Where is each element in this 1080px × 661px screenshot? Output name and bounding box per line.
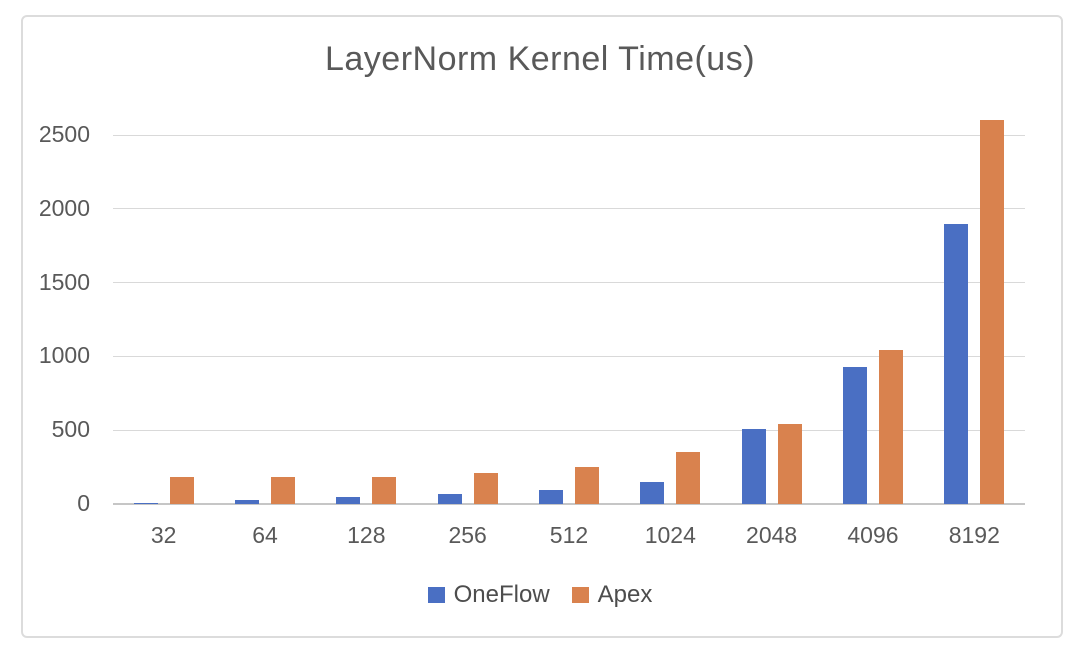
- legend: OneFlow Apex: [0, 581, 1080, 609]
- y-tick-label: 2500: [38, 120, 90, 147]
- x-tick-label: 512: [549, 522, 589, 548]
- bar-oneflow-128: [336, 496, 361, 504]
- legend-label-apex: Apex: [597, 581, 653, 608]
- y-axis: 0 500 1000 1500 2000 2500: [20, 121, 100, 516]
- x-tick-label: 32: [150, 522, 177, 548]
- bar-group-256: [417, 135, 518, 504]
- bar-oneflow-64: [234, 500, 259, 504]
- bar-oneflow-1024: [640, 481, 665, 504]
- legend-item-oneflow: OneFlow: [427, 581, 550, 609]
- bar-groups: [113, 120, 1025, 504]
- bar-group-32: [113, 135, 214, 504]
- bar-apex-32: [169, 477, 194, 504]
- bar-oneflow-256: [437, 493, 462, 504]
- bar-apex-8192: [980, 120, 1005, 504]
- y-gridline: [113, 355, 1025, 357]
- bar-oneflow-2048: [741, 429, 766, 504]
- bar-group-4096: [822, 135, 923, 504]
- plot-area: [113, 120, 1025, 505]
- y-tick-label: 2000: [38, 194, 90, 221]
- y-gridline: [113, 282, 1025, 284]
- bar-apex-4096: [878, 349, 903, 504]
- x-tick-label: 256: [448, 522, 487, 548]
- bar-apex-256: [473, 473, 498, 504]
- bar-group-64: [214, 135, 315, 504]
- bar-oneflow-32: [133, 502, 158, 504]
- y-tick-label: 500: [51, 416, 90, 443]
- y-tick-label: 1000: [38, 342, 90, 369]
- y-gridline: [113, 134, 1025, 136]
- x-tick-label: 1024: [644, 522, 696, 548]
- x-axis: 32 64 128 256 512 1024 2048 4096 8192: [113, 522, 1025, 549]
- legend-swatch-oneflow: [427, 587, 445, 603]
- bar-apex-64: [270, 477, 295, 504]
- y-gridline: [113, 429, 1025, 431]
- bar-oneflow-4096: [842, 367, 867, 504]
- bar-oneflow-512: [538, 489, 563, 504]
- bar-apex-512: [574, 467, 599, 504]
- bar-group-1024: [620, 135, 721, 504]
- bar-group-2048: [721, 135, 822, 504]
- bar-group-8192: [924, 120, 1025, 504]
- y-gridline: [113, 208, 1025, 210]
- y-tick-label: 0: [77, 489, 90, 516]
- legend-label-oneflow: OneFlow: [453, 581, 550, 608]
- bar-group-128: [316, 135, 417, 504]
- x-tick-label: 128: [347, 522, 386, 548]
- x-tick-label: 4096: [847, 522, 899, 548]
- bar-apex-2048: [777, 423, 802, 504]
- bar-group-512: [518, 135, 619, 504]
- y-tick-label: 1500: [38, 268, 90, 295]
- chart-frame: [21, 15, 1063, 638]
- x-tick-label: 8192: [948, 522, 1000, 548]
- x-tick-label: 64: [252, 522, 278, 548]
- bar-oneflow-8192: [944, 223, 969, 504]
- bar-apex-1024: [676, 452, 701, 504]
- bar-apex-128: [372, 476, 397, 504]
- chart-title: LayerNorm Kernel Time(us): [324, 40, 756, 78]
- x-axis-baseline: [113, 503, 1025, 505]
- legend-item-apex: Apex: [571, 581, 653, 609]
- legend-swatch-apex: [571, 587, 589, 603]
- x-tick-label: 2048: [746, 522, 798, 548]
